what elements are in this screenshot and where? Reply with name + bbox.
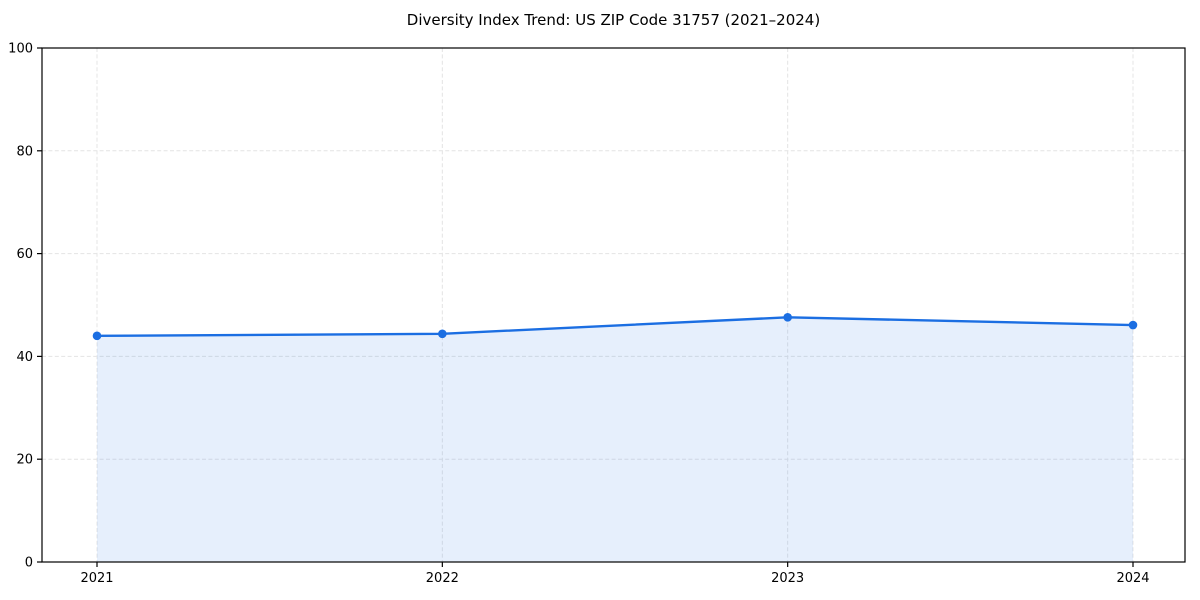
y-tick-label-0: 0	[25, 556, 33, 571]
y-tick-label-20: 20	[16, 453, 33, 468]
y-tick-label-100: 100	[8, 42, 33, 57]
data-point-2024	[1128, 320, 1138, 330]
x-tick-label-2024: 2024	[1116, 571, 1149, 586]
trend-line	[95, 316, 1135, 338]
x-tick-label-2021: 2021	[80, 571, 113, 586]
area-fill-layer	[97, 317, 1133, 562]
chart-title: Diversity Index Trend: US ZIP Code 31757…	[406, 11, 821, 29]
data-point-2022	[438, 329, 447, 339]
x-tick-label-2022: 2022	[426, 571, 459, 586]
data-point-2023	[783, 313, 792, 322]
y-tick-label-60: 60	[16, 247, 33, 262]
y-tick-label-40: 40	[16, 350, 33, 365]
data-point-2021	[92, 331, 102, 341]
x-tick-label-2023: 2023	[771, 571, 804, 586]
y-tick-label-80: 80	[16, 144, 33, 159]
plot-border	[41, 47, 1186, 563]
axes-layer	[37, 47, 1186, 567]
line-series-layer	[92, 313, 1138, 341]
tick-labels-layer: 0 20 40 60 80 100 2021 2022 2023 2024	[8, 42, 1149, 587]
area-fill	[97, 317, 1133, 562]
